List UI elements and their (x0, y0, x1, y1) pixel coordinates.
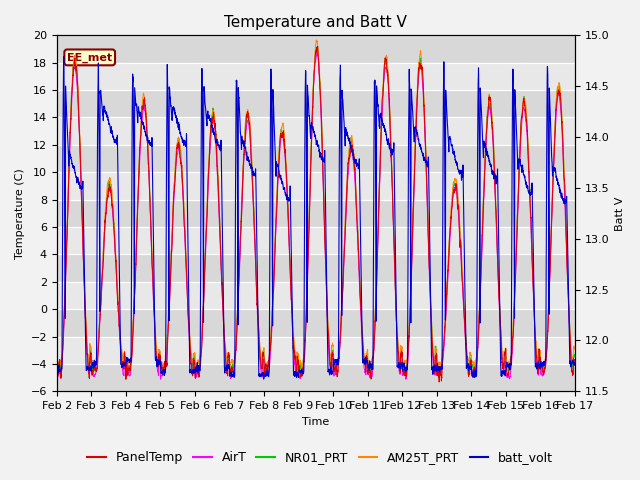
Text: EE_met: EE_met (67, 52, 112, 62)
batt_volt (164, 107, 172, 113)
PanelTemp (366, 371, 374, 376)
batt_volt (198, 83, 205, 88)
Bar (57, 282, 575, 309)
Line: AM25T_PRT: AM25T_PRT (57, 40, 575, 369)
AirT (53, 372, 61, 378)
Line: AirT: AirT (57, 53, 575, 379)
NR01_PRT (376, 188, 383, 193)
X-axis label: Time: Time (302, 417, 330, 427)
AM25T_PRT (296, 366, 303, 372)
AirT (314, 50, 321, 56)
AM25T_PRT (53, 360, 61, 366)
Bar (57, 63, 575, 90)
NR01_PRT (522, 110, 530, 116)
PanelTemp (314, 44, 321, 49)
NR01_PRT (571, 352, 579, 358)
Line: NR01_PRT: NR01_PRT (57, 48, 575, 374)
PanelTemp (522, 114, 530, 120)
NR01_PRT (53, 366, 61, 372)
batt_volt (376, 124, 383, 130)
PanelTemp (53, 370, 61, 375)
batt_volt (60, 54, 68, 60)
PanelTemp (571, 357, 579, 363)
Bar (57, 118, 575, 145)
Bar (57, 309, 575, 336)
AirT (366, 373, 374, 379)
Bar (57, 172, 575, 200)
Bar (57, 36, 575, 63)
AM25T_PRT (522, 103, 530, 109)
Bar (57, 254, 575, 282)
PanelTemp (571, 358, 579, 364)
AM25T_PRT (312, 37, 320, 43)
NR01_PRT (571, 352, 579, 358)
AirT (198, 347, 205, 352)
batt_volt (571, 362, 579, 368)
batt_volt (366, 365, 374, 371)
AirT (571, 357, 579, 363)
PanelTemp (435, 379, 443, 385)
AirT (402, 376, 410, 382)
Legend: PanelTemp, AirT, NR01_PRT, AM25T_PRT, batt_volt: PanelTemp, AirT, NR01_PRT, AM25T_PRT, ba… (82, 446, 558, 469)
AM25T_PRT (571, 347, 579, 352)
AirT (376, 193, 383, 199)
Bar (57, 200, 575, 227)
AirT (164, 333, 172, 339)
AM25T_PRT (571, 346, 579, 352)
PanelTemp (164, 334, 172, 340)
Bar (57, 90, 575, 118)
Bar (57, 145, 575, 172)
Bar (57, 336, 575, 364)
PanelTemp (376, 180, 383, 186)
AirT (571, 357, 579, 363)
NR01_PRT (312, 45, 320, 50)
Bar (57, 364, 575, 391)
NR01_PRT (537, 371, 545, 377)
NR01_PRT (366, 366, 374, 372)
NR01_PRT (198, 341, 205, 347)
AM25T_PRT (164, 326, 172, 332)
Bar (57, 227, 575, 254)
Line: PanelTemp: PanelTemp (57, 47, 575, 382)
Line: batt_volt: batt_volt (57, 57, 575, 480)
AM25T_PRT (376, 179, 383, 185)
AM25T_PRT (367, 361, 374, 367)
PanelTemp (198, 347, 205, 352)
NR01_PRT (164, 330, 172, 336)
Title: Temperature and Batt V: Temperature and Batt V (225, 15, 407, 30)
AM25T_PRT (198, 335, 205, 341)
batt_volt (522, 180, 530, 186)
AirT (522, 120, 530, 125)
Y-axis label: Batt V: Batt V (615, 196, 625, 230)
batt_volt (571, 360, 579, 366)
Y-axis label: Temperature (C): Temperature (C) (15, 168, 25, 259)
